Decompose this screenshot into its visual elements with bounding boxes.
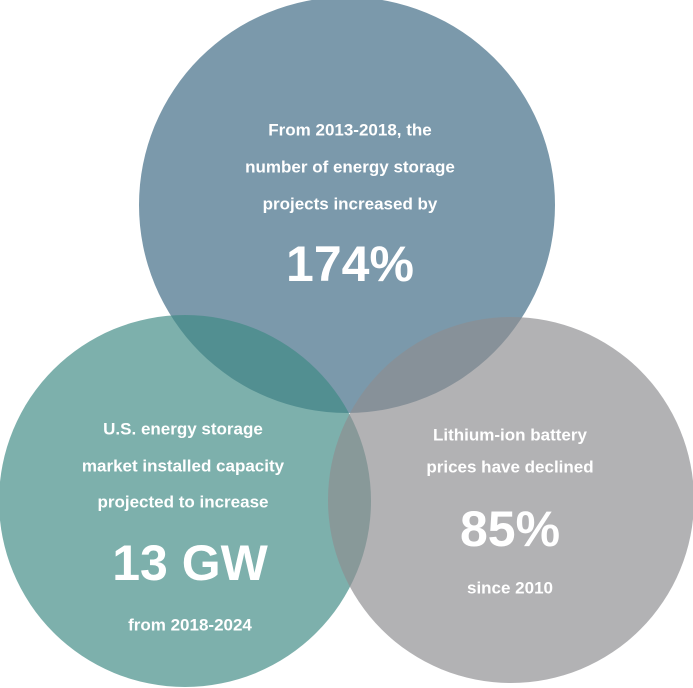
text-line: projected to increase <box>97 492 268 511</box>
text-line: U.S. energy storage <box>103 419 263 438</box>
text-line: Lithium-ion battery <box>433 425 587 444</box>
highlight: 85% <box>460 501 560 557</box>
circle-capacity <box>0 315 371 687</box>
text-line: market installed capacity <box>82 456 285 475</box>
text-line: From 2013-2018, the <box>268 120 431 139</box>
text-line: number of energy storage <box>245 157 455 176</box>
circle-projects <box>139 0 555 413</box>
highlight: 174% <box>286 236 414 292</box>
text-line: projects increased by <box>263 194 438 213</box>
text-line: prices have declined <box>426 457 593 476</box>
circle-prices <box>328 317 693 683</box>
footer: since 2010 <box>467 578 553 597</box>
highlight: 13 GW <box>112 535 268 591</box>
footer: from 2018-2024 <box>128 615 252 634</box>
